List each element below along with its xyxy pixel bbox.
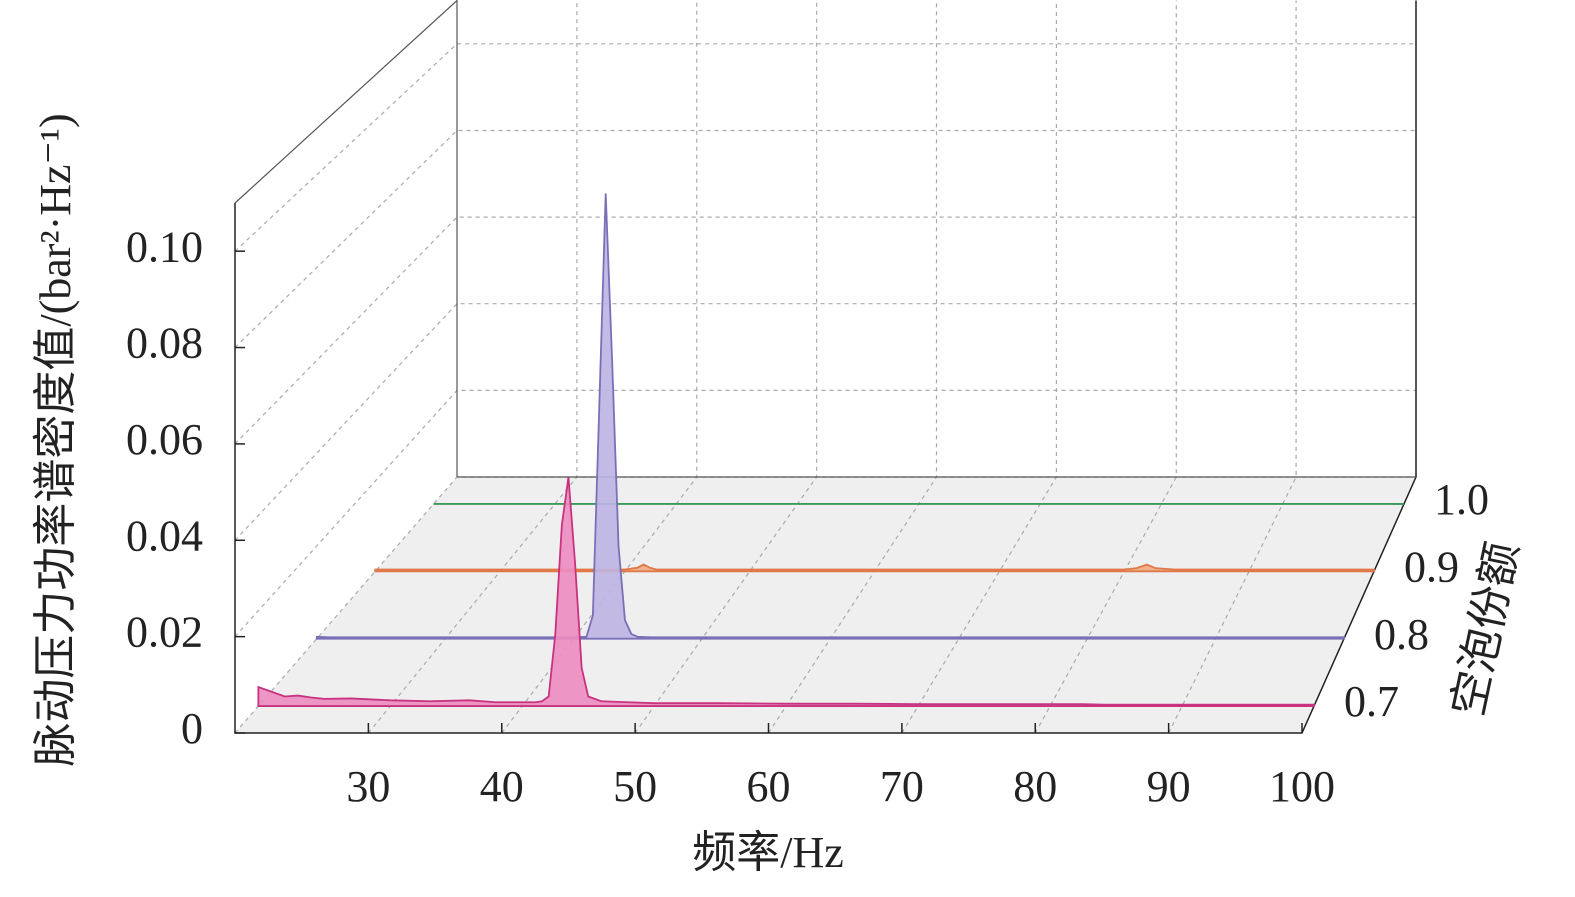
y-tick-label: 0.10: [126, 222, 203, 271]
grid-line: [234, 129, 1416, 348]
x-tick-label: 80: [1013, 762, 1057, 811]
series-area: [374, 563, 1375, 573]
grid-line: [1034, 0, 1177, 734]
grid-line: [234, 43, 1416, 252]
series-area: [257, 477, 1315, 707]
axis-line: [234, 0, 458, 477]
x-tick-label: 90: [1147, 762, 1191, 811]
grid-line: [1168, 0, 1297, 734]
y-tick-label: 0.06: [126, 415, 203, 464]
x-tick-label: 40: [480, 762, 524, 811]
grid-line: [234, 216, 1416, 445]
grid-line: [234, 303, 1416, 541]
axis-line: [234, 0, 1417, 734]
y-tick-label: 0.08: [126, 319, 203, 368]
y-axis-title: 脉动压力功率谱密度值/(bar²·Hz⁻¹): [31, 113, 80, 766]
z-tick-label: 0.7: [1344, 677, 1399, 726]
x-tick-label: 70: [880, 762, 924, 811]
y-tick-label: 0.04: [126, 511, 203, 560]
floor: [235, 477, 1416, 733]
z-tick-label: 0.8: [1374, 610, 1429, 659]
series-area: [315, 193, 1345, 640]
y-tick-label: 0.02: [126, 608, 203, 657]
z-tick-label: 1.0: [1434, 475, 1489, 524]
x-tick-label: 60: [747, 762, 791, 811]
x-tick-label: 50: [613, 762, 657, 811]
y-tick-label: 0: [181, 704, 203, 753]
x-tick-label: 30: [346, 762, 390, 811]
x-axis-title: 频率/Hz: [692, 828, 844, 877]
x-tick-label: 100: [1269, 762, 1335, 811]
z-tick-label: 0.9: [1404, 542, 1459, 591]
